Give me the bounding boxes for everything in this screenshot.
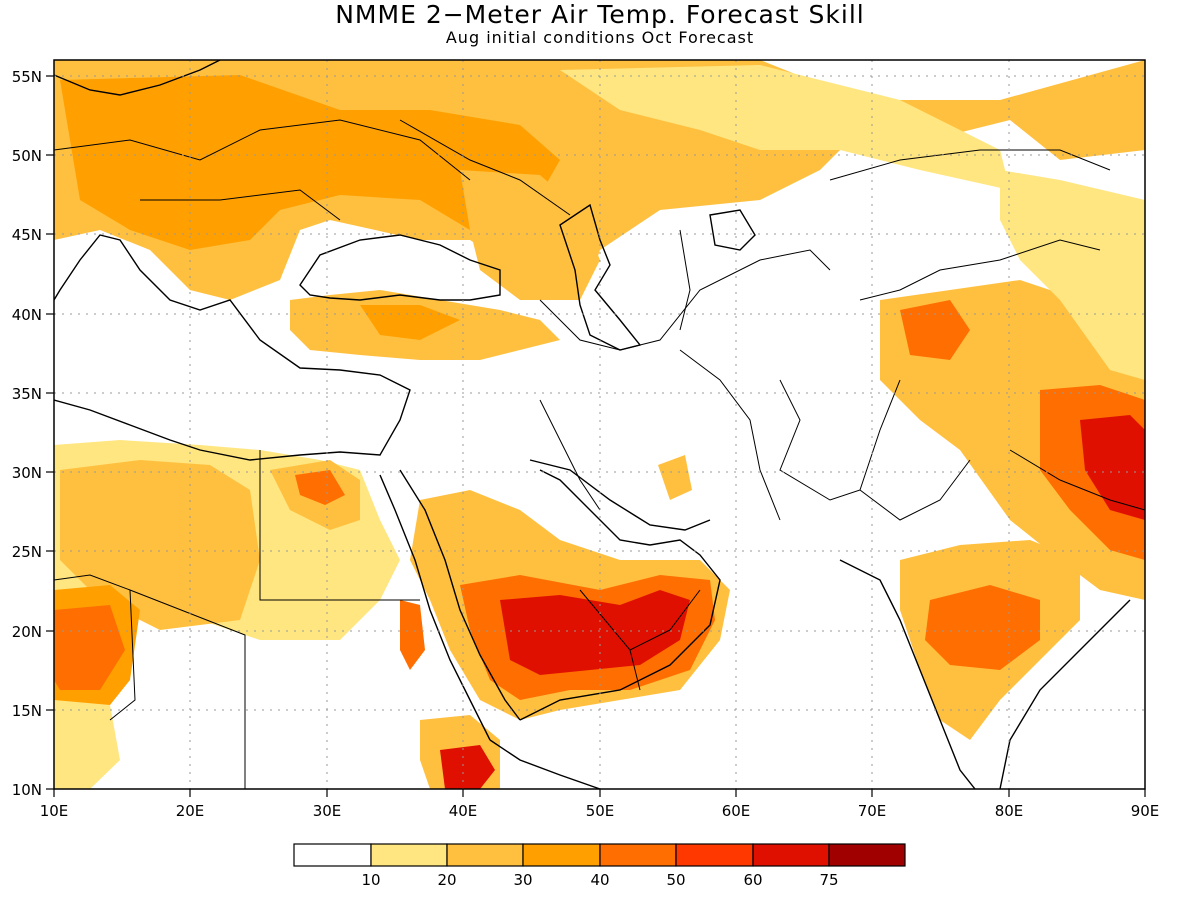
border-line: [629, 649, 641, 691]
axis-tick-marks: [46, 75, 1146, 797]
skill-region-red-sea: [400, 600, 425, 670]
legend-label: 75: [819, 871, 838, 889]
graticule: [54, 60, 1145, 789]
border-line: [1009, 449, 1145, 511]
map-subtitle: Aug initial conditions Oct Forecast: [445, 28, 755, 47]
border-line: [54, 119, 471, 181]
coastlines: [54, 60, 1131, 789]
india-coast-west: [839, 559, 976, 789]
mediterranean-coast: [54, 234, 411, 461]
legend-label: 20: [437, 871, 456, 889]
lon-tick-label: 90E: [1131, 802, 1160, 820]
aral-sea-coast: [709, 209, 756, 251]
legend-swatch: [293, 843, 372, 867]
legend-swatch: [446, 843, 524, 867]
lon-tick-label: 40E: [449, 802, 478, 820]
lat-tick-labels: 10N 15N 20N 25N 30N 35N 40N 45N 50N 55N: [12, 68, 42, 799]
border-line: [579, 589, 701, 651]
skill-region-caspian-north: [460, 170, 600, 300]
skill-region-ethiopia-core: [440, 745, 495, 789]
skill-region-europe-core: [60, 75, 560, 250]
border-line: [259, 450, 420, 601]
legend-label: 10: [361, 871, 380, 889]
border-line: [779, 379, 901, 501]
border-line: [109, 589, 136, 721]
border-line: [399, 119, 571, 216]
skill-region-tibet-pale: [1000, 170, 1145, 380]
legend-swatch: [599, 843, 677, 867]
border-line: [679, 229, 691, 331]
lat-tick-label: 15N: [12, 702, 42, 720]
lat-tick-label: 25N: [12, 543, 42, 561]
border-line: [539, 399, 601, 511]
country-borders: [54, 119, 1145, 789]
lat-tick-label: 50N: [12, 147, 42, 165]
legend-swatch: [522, 843, 601, 867]
lon-tick-labels: 10E 20E 30E 40E 50E 60E 70E 80E 90E: [40, 802, 1160, 820]
lon-tick-label: 10E: [40, 802, 69, 820]
india-coast-east: [999, 599, 1131, 789]
lon-tick-label: 60E: [722, 802, 751, 820]
arabia-coast: [519, 469, 721, 721]
legend-swatch: [370, 843, 448, 867]
border-line: [679, 349, 781, 521]
legend-swatch: [675, 843, 754, 867]
lon-tick-label: 50E: [586, 802, 615, 820]
red-sea-coast-west: [379, 474, 491, 741]
lat-tick-label: 30N: [12, 464, 42, 482]
legend-swatch: [828, 843, 906, 867]
skill-region-turkey-core: [360, 305, 460, 340]
color-legend: [293, 843, 906, 867]
lat-tick-label: 55N: [12, 68, 42, 86]
lat-tick-label: 45N: [12, 226, 42, 244]
map-title: NMME 2−Meter Air Temp. Forecast Skill: [335, 0, 865, 29]
black-sea-coast: [299, 234, 501, 301]
skill-region-india-core: [925, 585, 1040, 670]
skill-region-iran-spot: [658, 455, 692, 500]
lon-tick-label: 70E: [858, 802, 887, 820]
border-line: [140, 189, 341, 221]
skill-region-arabia-core: [500, 590, 690, 675]
lat-tick-label: 35N: [12, 385, 42, 403]
legend-label: 30: [513, 871, 532, 889]
border-line: [539, 249, 831, 351]
baltic-coast: [54, 60, 221, 96]
red-sea-coast-east: [399, 469, 521, 721]
lon-tick-label: 80E: [995, 802, 1024, 820]
legend-label: 40: [590, 871, 609, 889]
lon-tick-label: 30E: [313, 802, 342, 820]
legend-swatch: [752, 843, 830, 867]
skill-region-africa-south: [54, 700, 120, 789]
skill-region-libya-egypt-core: [295, 470, 345, 505]
border-line: [859, 239, 1101, 301]
border-line: [859, 459, 971, 521]
legend-label: 50: [666, 871, 685, 889]
skill-region-tibet: [880, 280, 1145, 600]
skill-shading: [54, 60, 1145, 789]
lat-tick-label: 40N: [12, 306, 42, 324]
skill-region-pale-north: [560, 65, 1010, 190]
skill-region-pamir: [900, 300, 970, 360]
lat-tick-label: 20N: [12, 623, 42, 641]
legend-labels: 10 20 30 40 50 60 75: [361, 871, 838, 889]
border-line: [829, 149, 1111, 181]
skill-region-tibet-peak: [1080, 415, 1145, 520]
lat-tick-label: 10N: [12, 781, 42, 799]
skill-region-chad-core: [54, 605, 125, 690]
persian-gulf-coast: [529, 459, 711, 531]
africa-horn-coast: [489, 739, 601, 789]
legend-label: 60: [743, 871, 762, 889]
lon-tick-label: 20E: [176, 802, 205, 820]
